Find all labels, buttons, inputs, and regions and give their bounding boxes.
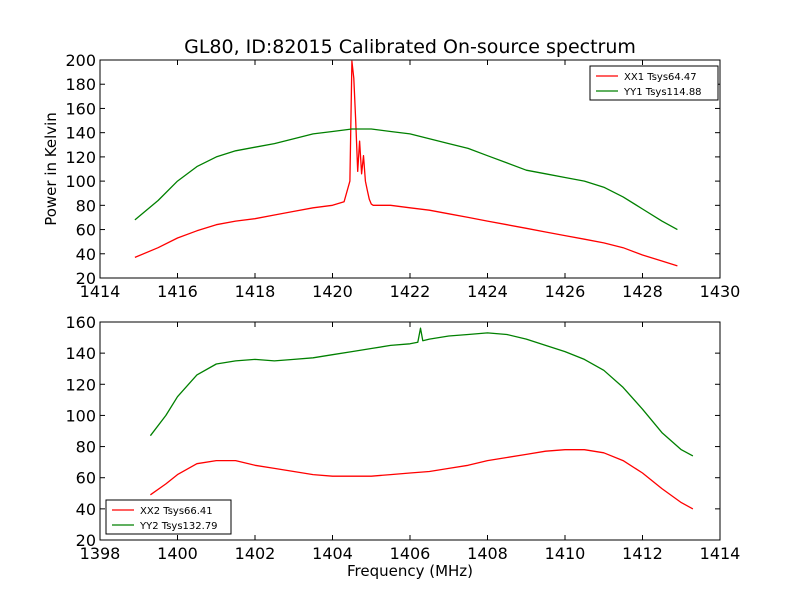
legend-box <box>105 499 232 535</box>
y-tick-label: 200 <box>65 51 96 70</box>
y-tick-label: 60 <box>76 221 96 240</box>
x-tick-label: 1428 <box>622 282 663 301</box>
y-tick-label: 160 <box>65 313 96 332</box>
x-tick-label: 1410 <box>545 544 586 563</box>
x-tick-label: 1418 <box>235 282 276 301</box>
y-tick-label: 140 <box>65 344 96 363</box>
y-tick-label: 20 <box>76 531 96 550</box>
legend: XX2 Tsys66.41 YY2 Tsys132.79 <box>105 499 232 535</box>
series-line-1-2 <box>134 128 678 231</box>
x-axis-label: Frequency (MHz) <box>347 562 473 580</box>
x-tick-label: 1408 <box>467 544 508 563</box>
x-tick-label: 1414 <box>80 282 121 301</box>
legend-label: XX2 Tsys66.41 <box>140 506 213 517</box>
y-tick-label: 20 <box>76 269 96 288</box>
y-tick-label: 80 <box>76 196 96 215</box>
x-tick-label: 1420 <box>312 282 353 301</box>
x-tick-label: 1414 <box>700 544 741 563</box>
x-tick-label: 1424 <box>467 282 508 301</box>
y-tick-label: 160 <box>65 99 96 118</box>
legend-label: XX1 Tsys64.47 <box>624 72 697 83</box>
y-axis-label: Power in Kelvin <box>42 112 60 226</box>
x-tick-label: 1404 <box>312 544 353 563</box>
y-tick-label: 140 <box>65 124 96 143</box>
x-tick-label: 1402 <box>235 544 276 563</box>
chart-panel-1: 1414 1416 1418 1420 1422 1424 1426 1428 1430 20 40… <box>42 36 740 301</box>
y-tick-label: 120 <box>65 148 96 167</box>
x-tick-label: 1398 <box>80 544 121 563</box>
series-line-2-1 <box>150 449 694 510</box>
y-tick-label: 40 <box>76 500 96 519</box>
x-tick-label: 1422 <box>390 282 431 301</box>
series-line-2-2 <box>149 327 694 457</box>
y-tick-label: 180 <box>65 75 96 94</box>
legend-label: YY1 Tsys114.88 <box>623 87 702 98</box>
x-tick-label: 1406 <box>390 544 431 563</box>
series-line-1-1 <box>134 60 678 267</box>
y-tick-label: 100 <box>65 406 96 425</box>
x-tick-label: 1412 <box>622 544 663 563</box>
x-tick-label: 1400 <box>157 544 198 563</box>
y-tick-label: 80 <box>76 438 96 457</box>
x-tick-label: 1426 <box>545 282 586 301</box>
chart-panel-2: 1398 1400 1402 1404 1406 1408 1410 1412 1414 20 40… <box>65 313 740 580</box>
y-tick-label: 40 <box>76 245 96 264</box>
y-tick-label: 60 <box>76 469 96 488</box>
chart-title: GL80, ID:82015 Calibrated On-source spec… <box>184 36 636 58</box>
x-tick-label: 1430 <box>700 282 741 301</box>
legend: XX1 Tsys64.47 YY1 Tsys114.88 <box>589 65 719 101</box>
legend-label: YY2 Tsys132.79 <box>139 521 218 532</box>
x-tick-label: 1416 <box>157 282 198 301</box>
y-tick-label: 100 <box>65 172 96 191</box>
legend-box <box>589 65 719 101</box>
y-tick-label: 120 <box>65 375 96 394</box>
